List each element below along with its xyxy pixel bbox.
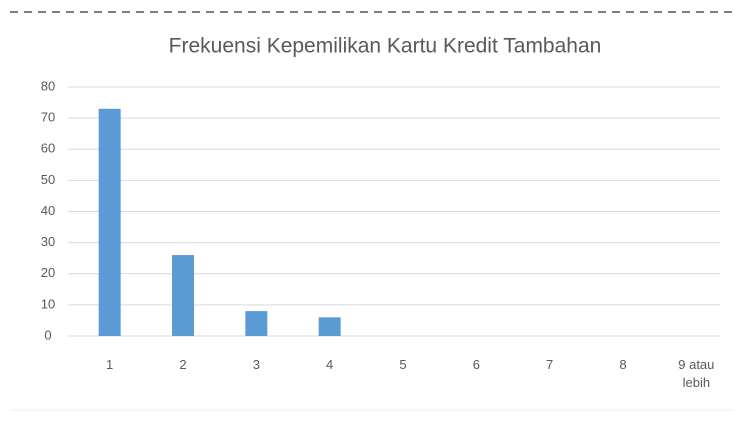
x-tick-label-box: 7 bbox=[546, 357, 554, 372]
x-tick-label: 8 bbox=[619, 357, 627, 372]
bar bbox=[172, 255, 194, 336]
x-tick-label: 5 bbox=[399, 357, 407, 372]
x-tick-label-box: 4 bbox=[326, 357, 334, 372]
bar bbox=[318, 317, 341, 336]
x-tick-label-box: 6 bbox=[472, 357, 480, 372]
x-tick-label-box: 2 bbox=[179, 357, 187, 372]
x-tick-label: 3 bbox=[252, 357, 260, 372]
y-tick-label: 40 bbox=[41, 203, 55, 218]
x-tick-label-box: 5 bbox=[399, 357, 407, 372]
x-tick-label: 7 bbox=[546, 357, 554, 372]
x-tick-label-box: 3 bbox=[252, 357, 260, 372]
bar bbox=[98, 108, 121, 336]
bar bbox=[245, 311, 268, 336]
y-tick-label: 0 bbox=[44, 327, 51, 342]
y-tick-label: 50 bbox=[41, 172, 55, 187]
y-tick-label: 10 bbox=[41, 296, 55, 311]
x-tick-label-box: 9 atau lebih bbox=[678, 357, 715, 390]
y-tick-label: 60 bbox=[41, 141, 55, 156]
y-tick-label: 80 bbox=[41, 78, 55, 93]
y-tick-label: 30 bbox=[41, 234, 55, 249]
x-tick-label-box: 1 bbox=[106, 357, 114, 372]
x-tick-label: 4 bbox=[326, 357, 334, 372]
chart-title: Frekuensi Kepemilikan Kartu Kredit Tamba… bbox=[169, 35, 602, 58]
x-tick-label: 6 bbox=[472, 357, 480, 372]
x-tick-label: 9 atau lebih bbox=[678, 357, 715, 390]
y-tick-label: 70 bbox=[41, 110, 55, 125]
x-tick-label: 1 bbox=[106, 357, 114, 372]
x-tick-label: 2 bbox=[179, 357, 187, 372]
x-tick-label-box: 8 bbox=[619, 357, 627, 372]
y-tick-label: 20 bbox=[41, 265, 55, 280]
